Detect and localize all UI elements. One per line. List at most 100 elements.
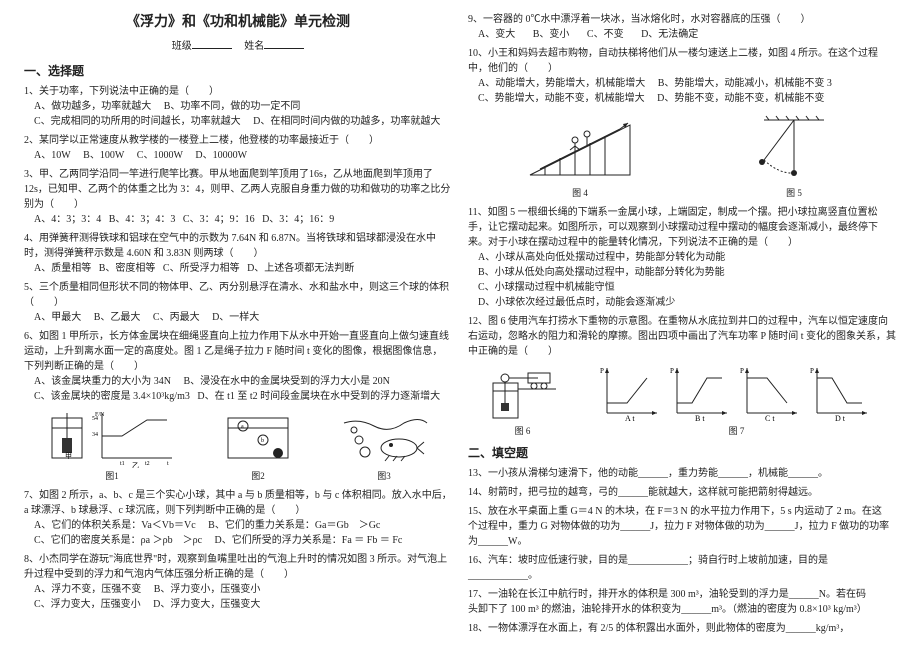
q6-b: B、浸没在水中的金属块受到的浮力大小是 20N [183, 376, 389, 387]
q1-c: C、完成相同的功所用的时间越长，功率就越大 [34, 116, 241, 127]
q3-c: C、3：4；9：16 [183, 214, 255, 225]
q4: 4、用弹簧秤测得铁球和铝球在空气中的示数为 7.64N 和 6.87N。当将铁球… [24, 231, 452, 276]
q8-b: B、浮力变小，压强变小 [154, 584, 261, 595]
q10-b: B、势能增大，动能减小，机械能不变 3 [658, 78, 832, 89]
q3-stem: 3、甲、乙两同学沿同一竿进行爬竿比赛。甲从地面爬到竿顶用了16s，乙从地面爬到竿… [24, 167, 452, 212]
fig3-svg [339, 408, 429, 468]
q5-a: A、甲最大 [34, 312, 81, 323]
q15-l2: 个过程中，重力 G 对物体做的功为______J，拉力 F 对物体做的功为___… [468, 519, 896, 534]
q9-c: C、不变 [587, 29, 624, 40]
class-label: 班级 [172, 41, 192, 52]
q1-stem: 1、关于功率，下列说法中正确的是（ ） [24, 84, 452, 99]
q9-d: D、无法确定 [641, 29, 698, 40]
doc-title: 《浮力》和《功和机械能》单元检测 [24, 12, 452, 33]
q15: 15、放在水平桌面上重 G＝4 N 的木块，在 F＝3 N 的水平拉力作用下，5… [468, 504, 896, 549]
q7-c: C、它们的密度关系是：ρa ＞ρb ＞ρc [34, 535, 202, 546]
q10: 10、小王和妈妈去超市购物，自动扶梯将他们从一楼匀速送上二楼，如图 4 所示。在… [468, 46, 896, 106]
svg-text:b: b [261, 438, 264, 444]
section-2-heading: 二、填空题 [468, 444, 896, 462]
q7-b: B、它们的重力关系是：Ga＝Gb ＞Gc [208, 520, 380, 531]
svg-text:P: P [600, 367, 604, 375]
q16: 16、汽车：坡时应低速行驶，目的是____________；骑自行时上坡前加速，… [468, 553, 896, 583]
q12: 12、图 6 使用汽车打捞水下重物的示意图。在重物从水底拉到井口的过程中，汽车以… [468, 314, 896, 359]
svg-text:P: P [810, 367, 814, 375]
q18: 18、一物体漂浮在水面上，有 2/5 的体积露出水面外，则此物体的密度为____… [468, 621, 896, 636]
q3-d: D、3：4；16：9 [262, 214, 334, 225]
q3-b: B、4：3；4：3 [109, 214, 176, 225]
svg-text:P: P [670, 367, 674, 375]
q9-b: B、变小 [533, 29, 570, 40]
q8-c: C、浮力变大，压强变小 [34, 599, 141, 610]
q1-a: A、做功越多，功率就越大 [34, 101, 151, 112]
q2-d: D、10000W [195, 150, 247, 161]
q11-a: A、小球从高处向低处摆动过程中，势能部分转化为动能 [478, 250, 896, 265]
q5-c: C、丙最大 [153, 312, 200, 323]
q17-l1: 17、一油轮在长江中航行时，排开水的体积是 300 m³，油轮受到的浮力是___… [468, 587, 896, 602]
q11-stem: 11、如图 5 一根细长绳的下端系一金属小球，上端固定，制成一个摆。把小球拉离竖… [468, 205, 896, 250]
q2-a: A、10W [34, 150, 71, 161]
svg-text:D t: D t [835, 414, 846, 423]
fig6-box: 图 6 [488, 363, 558, 439]
fig6-cap: 图 6 [488, 425, 558, 439]
q4-stem: 4、用弹簧秤测得铁球和铝球在空气中的示数为 7.64N 和 6.87N。当将铁球… [24, 231, 452, 261]
svg-text:t: t [167, 461, 169, 467]
q6-d: D、在 t1 至 t2 时间段金属块在水中受到的浮力逐渐增大 [197, 391, 440, 402]
svg-text:C t: C t [765, 414, 775, 423]
fig3-box: 图3 [339, 408, 429, 484]
q3: 3、甲、乙两同学沿同一竿进行爬竿比赛。甲从地面爬到竿顶用了16s，乙从地面爬到竿… [24, 167, 452, 227]
q10-stem: 10、小王和妈妈去超市购物，自动扶梯将他们从一楼匀速送上二楼，如图 4 所示。在… [468, 46, 896, 76]
svg-text:B t: B t [695, 414, 705, 423]
fig3-cap: 图3 [339, 470, 429, 484]
fig1-box: 甲 54 34 F/N t t1 t2 乙 图1 [47, 408, 177, 484]
q9-a: A、变大 [478, 29, 515, 40]
q2-stem: 2、某同学以正常速度从教学楼的一楼登上二楼，他登楼的功率最接近于（ ） [24, 133, 452, 148]
fig5-cap: 图 5 [744, 187, 844, 201]
fig2-svg: a b [223, 408, 293, 468]
q3-a: A、4：3；3：4 [34, 214, 101, 225]
q15-l1: 15、放在水平桌面上重 G＝4 N 的木块，在 F＝3 N 的水平拉力作用下，5… [468, 504, 896, 519]
section-1-heading: 一、选择题 [24, 62, 452, 80]
name-blank [264, 39, 304, 49]
q11-d: D、小球依次经过最低点时，动能会逐渐减少 [478, 295, 896, 310]
fig7-svg: P A t P B t P C [597, 363, 877, 423]
name-label: 姓名 [244, 41, 264, 52]
q17-l2: 头卸下了 100 m³ 的燃油，油轮排开水的体积变为______m³。（燃油的密… [468, 602, 896, 617]
right-column: 9、一容器的 0℃水中漂浮着一块冰，当冰熔化时，水对容器底的压强（ ） A、变大… [460, 12, 904, 638]
q6-c: C、该金属块的密度是 3.4×10³kg/m3 [34, 391, 190, 402]
fig4-cap: 图 4 [520, 187, 640, 201]
q5-d: D、一样大 [212, 312, 259, 323]
q11-b: B、小球从低处向高处摆动过程中，动能部分转化为势能 [478, 265, 896, 280]
q4-d: D、上述各项都无法判断 [247, 263, 354, 274]
q5-stem: 5、三个质量相同但形状不同的物体甲、乙、丙分别悬浮在清水、水和盐水中，则这三个球… [24, 280, 452, 310]
q10-a: A、动能增大，势能增大，机械能增大 [478, 78, 645, 89]
q8-a: A、浮力不变，压强不变 [34, 584, 141, 595]
svg-text:F/N: F/N [95, 412, 105, 418]
figure-row-1: 甲 54 34 F/N t t1 t2 乙 图1 a [24, 408, 452, 484]
q9-stem: 9、一容器的 0℃水中漂浮着一块冰，当冰熔化时，水对容器底的压强（ ） [468, 12, 896, 27]
q7: 7、如图 2 所示，a、b、c 是三个实心小球，其中 a 与 b 质量相等，b … [24, 488, 452, 548]
fig7-cap: 图 7 [597, 425, 877, 439]
q14: 14、射箭时，把弓拉的越弯，弓的______能就越大，这样就可能把箭射得越远。 [468, 485, 896, 500]
q4-b: B、密度相等 [99, 263, 156, 274]
q7-d: D、它们所受的浮力关系是：Fa ＝ Fb ＝ Fc [215, 535, 403, 546]
q13: 13、一小孩从滑梯匀速滑下，他的动能______，重力势能______，机械能_… [468, 466, 896, 481]
q1-b: B、功率不同，做的功一定不同 [164, 101, 301, 112]
q8-stem: 8、小杰同学在游玩"海底世界"时，观察到鱼嘴里吐出的气泡上升时的情况如图 3 所… [24, 552, 452, 582]
q2-c: C、1000W [137, 150, 183, 161]
q6-a: A、该金属块重力的大小为 34N [34, 376, 171, 387]
fig5-svg [744, 110, 844, 185]
svg-text:乙: 乙 [132, 462, 139, 468]
q10-c: C、势能增大，动能不变，机械能增大 [478, 93, 645, 104]
fig7-box: P A t P B t P C [597, 363, 877, 439]
q16-l1: 16、汽车：坡时应低速行驶，目的是____________；骑自行时上坡前加速，… [468, 553, 896, 568]
svg-text:P: P [740, 367, 744, 375]
q8-d: D、浮力变大，压强变大 [153, 599, 260, 610]
q2: 2、某同学以正常速度从教学楼的一楼登上二楼，他登楼的功率最接近于（ ） A、10… [24, 133, 452, 163]
q6: 6、如图 1 甲所示，长方体金属块在细绳竖直向上拉力作用下从水中开始一直竖直向上… [24, 329, 452, 404]
class-blank [192, 39, 232, 49]
fig1-cap: 图1 [47, 470, 177, 484]
q6-stem: 6、如图 1 甲所示，长方体金属块在细绳竖直向上拉力作用下从水中开始一直竖直向上… [24, 329, 452, 374]
q5-b: B、乙最大 [94, 312, 141, 323]
subtitle: 班级 姓名 [24, 39, 452, 54]
q1: 1、关于功率，下列说法中正确的是（ ） A、做功越多，功率就越大 B、功率不同，… [24, 84, 452, 129]
